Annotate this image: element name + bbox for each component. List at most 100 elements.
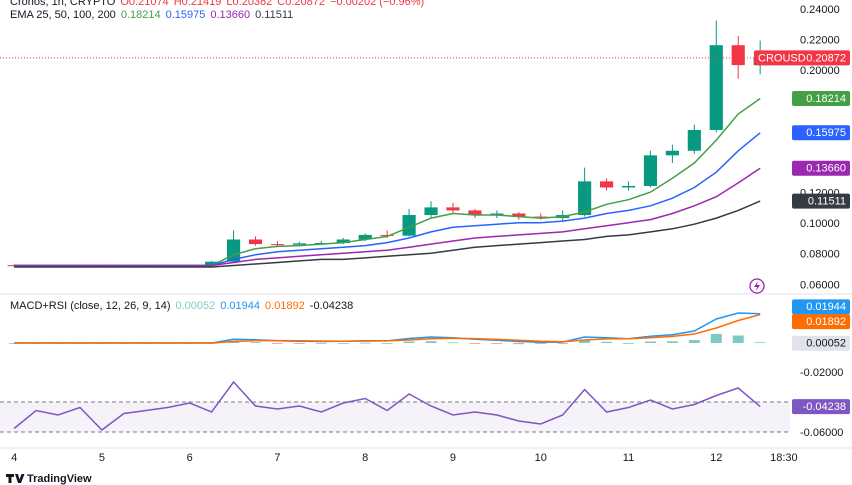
legend-value: -0.04238 xyxy=(310,300,353,312)
candle-body xyxy=(665,150,679,156)
candle-body xyxy=(643,155,658,186)
y-tick-label: -0.02000 xyxy=(800,367,843,379)
ema-badge: 0.18214 xyxy=(806,93,846,105)
indicator-badge: -0.04238 xyxy=(803,401,846,413)
candle-body xyxy=(578,181,592,216)
histogram-bar xyxy=(601,341,613,343)
candle-body xyxy=(205,261,219,266)
candle-body xyxy=(446,207,460,211)
candle-body xyxy=(292,243,306,245)
line-series xyxy=(14,200,761,268)
candle-body xyxy=(709,45,723,130)
axes: 0.240000.220000.200000.120000.100000.080… xyxy=(11,4,850,464)
legend-value: 0.18214 xyxy=(121,9,161,21)
histogram-bar xyxy=(535,342,547,344)
y-tick-label: 0.10000 xyxy=(800,218,840,230)
histogram-bar xyxy=(293,342,305,344)
ohlc-value: H0.21419 xyxy=(174,0,222,8)
x-tick-label: 7 xyxy=(274,452,280,464)
histogram-bar xyxy=(271,342,283,344)
indicator-pane xyxy=(0,312,790,433)
logo[interactable]: TradingView xyxy=(6,473,92,485)
legend-value: 0.13660 xyxy=(210,9,250,21)
x-tick-label: 6 xyxy=(187,452,193,464)
histogram-bar xyxy=(403,341,415,343)
ema-badge: 0.15975 xyxy=(806,127,846,139)
candle-body xyxy=(380,234,394,236)
histogram-bar xyxy=(337,342,349,344)
histogram-bar xyxy=(710,333,722,343)
indicator-badge-bg xyxy=(792,399,850,415)
candle-body xyxy=(731,45,745,66)
candle-body xyxy=(336,239,350,244)
logo-text: TradingView xyxy=(27,473,92,485)
histogram-bar xyxy=(579,339,591,343)
price-badge-bg xyxy=(754,50,850,66)
legend-title: MACD+RSI (close, 12, 26, 9, 14) xyxy=(10,300,170,312)
candle-body xyxy=(468,210,482,216)
legend-value: 0.15975 xyxy=(166,9,206,21)
line-series xyxy=(13,380,761,431)
line-series xyxy=(14,167,761,267)
y-tick-label: 0.24000 xyxy=(800,4,840,16)
candle-body xyxy=(270,244,285,246)
histogram-badge-bg xyxy=(792,335,850,351)
histogram-bar xyxy=(623,342,634,344)
price-pane xyxy=(0,20,790,268)
ticker-label: CROUSD xyxy=(758,52,806,64)
x-tick-label: 11 xyxy=(623,452,634,464)
candle-body xyxy=(402,215,416,236)
ema-badge-bg xyxy=(792,193,850,209)
legend-value: 0.01892 xyxy=(265,300,305,312)
candle-body xyxy=(599,181,614,188)
histogram-bar xyxy=(513,342,525,345)
ohlc-value: O0.21074 xyxy=(120,0,168,8)
histogram-bar xyxy=(666,341,678,343)
legend-title: EMA 25, 50, 100, 200 xyxy=(10,9,116,21)
histogram-bar xyxy=(315,342,327,344)
histogram-bar xyxy=(644,341,656,343)
indicator-badge-bg xyxy=(792,314,850,330)
histogram-bar xyxy=(688,339,700,343)
ema-badge: 0.11511 xyxy=(808,195,846,207)
ema-badge-bg xyxy=(792,91,850,107)
rsi-band xyxy=(0,401,790,432)
histogram-bar xyxy=(250,342,261,343)
histogram-bar xyxy=(754,342,766,344)
histogram-badge: 0.00052 xyxy=(806,338,846,350)
histogram-bar xyxy=(732,335,744,343)
histogram-bar xyxy=(469,342,481,344)
histogram-bar xyxy=(491,342,503,344)
ema-badge-bg xyxy=(792,160,850,176)
ohlc-value: L0.20382 xyxy=(226,0,272,8)
ohlc-value: −0.00202 (−0.96%) xyxy=(330,0,424,8)
x-tick-label: 4 xyxy=(11,452,17,464)
x-tick-label: 9 xyxy=(450,452,456,464)
indicator-badge-bg xyxy=(792,299,850,315)
line-series xyxy=(14,313,761,344)
price-badge: 0.20872 xyxy=(806,52,846,64)
indicator-badge: 0.01944 xyxy=(806,301,846,313)
histogram-bar xyxy=(425,341,437,343)
candle-body xyxy=(248,239,263,245)
y-tick-label: -0.06000 xyxy=(800,427,843,439)
y-tick-label: 0.08000 xyxy=(800,249,840,261)
legend-value: 0.00052 xyxy=(175,300,215,312)
y-tick-label: 0.22000 xyxy=(800,35,840,47)
candle-body xyxy=(534,216,548,219)
x-tick-label: 12 xyxy=(710,452,722,464)
x-tick-label: 5 xyxy=(99,452,105,464)
symbol-info: Cronos, 1h, CRYPTO xyxy=(10,0,116,8)
ohlc-value: C0.20872 xyxy=(277,0,325,8)
histogram-bar xyxy=(557,342,569,344)
indicator-badge: 0.01892 xyxy=(806,316,846,328)
candle-body xyxy=(512,213,526,217)
candle-body xyxy=(687,129,701,151)
histogram-bar xyxy=(447,342,459,344)
y-tick-label: 0.06000 xyxy=(800,279,840,291)
y-tick-label: 0.20000 xyxy=(800,65,840,77)
alert-icon[interactable] xyxy=(749,278,765,294)
candle-body xyxy=(424,207,438,216)
x-tick-label: 8 xyxy=(362,452,368,464)
